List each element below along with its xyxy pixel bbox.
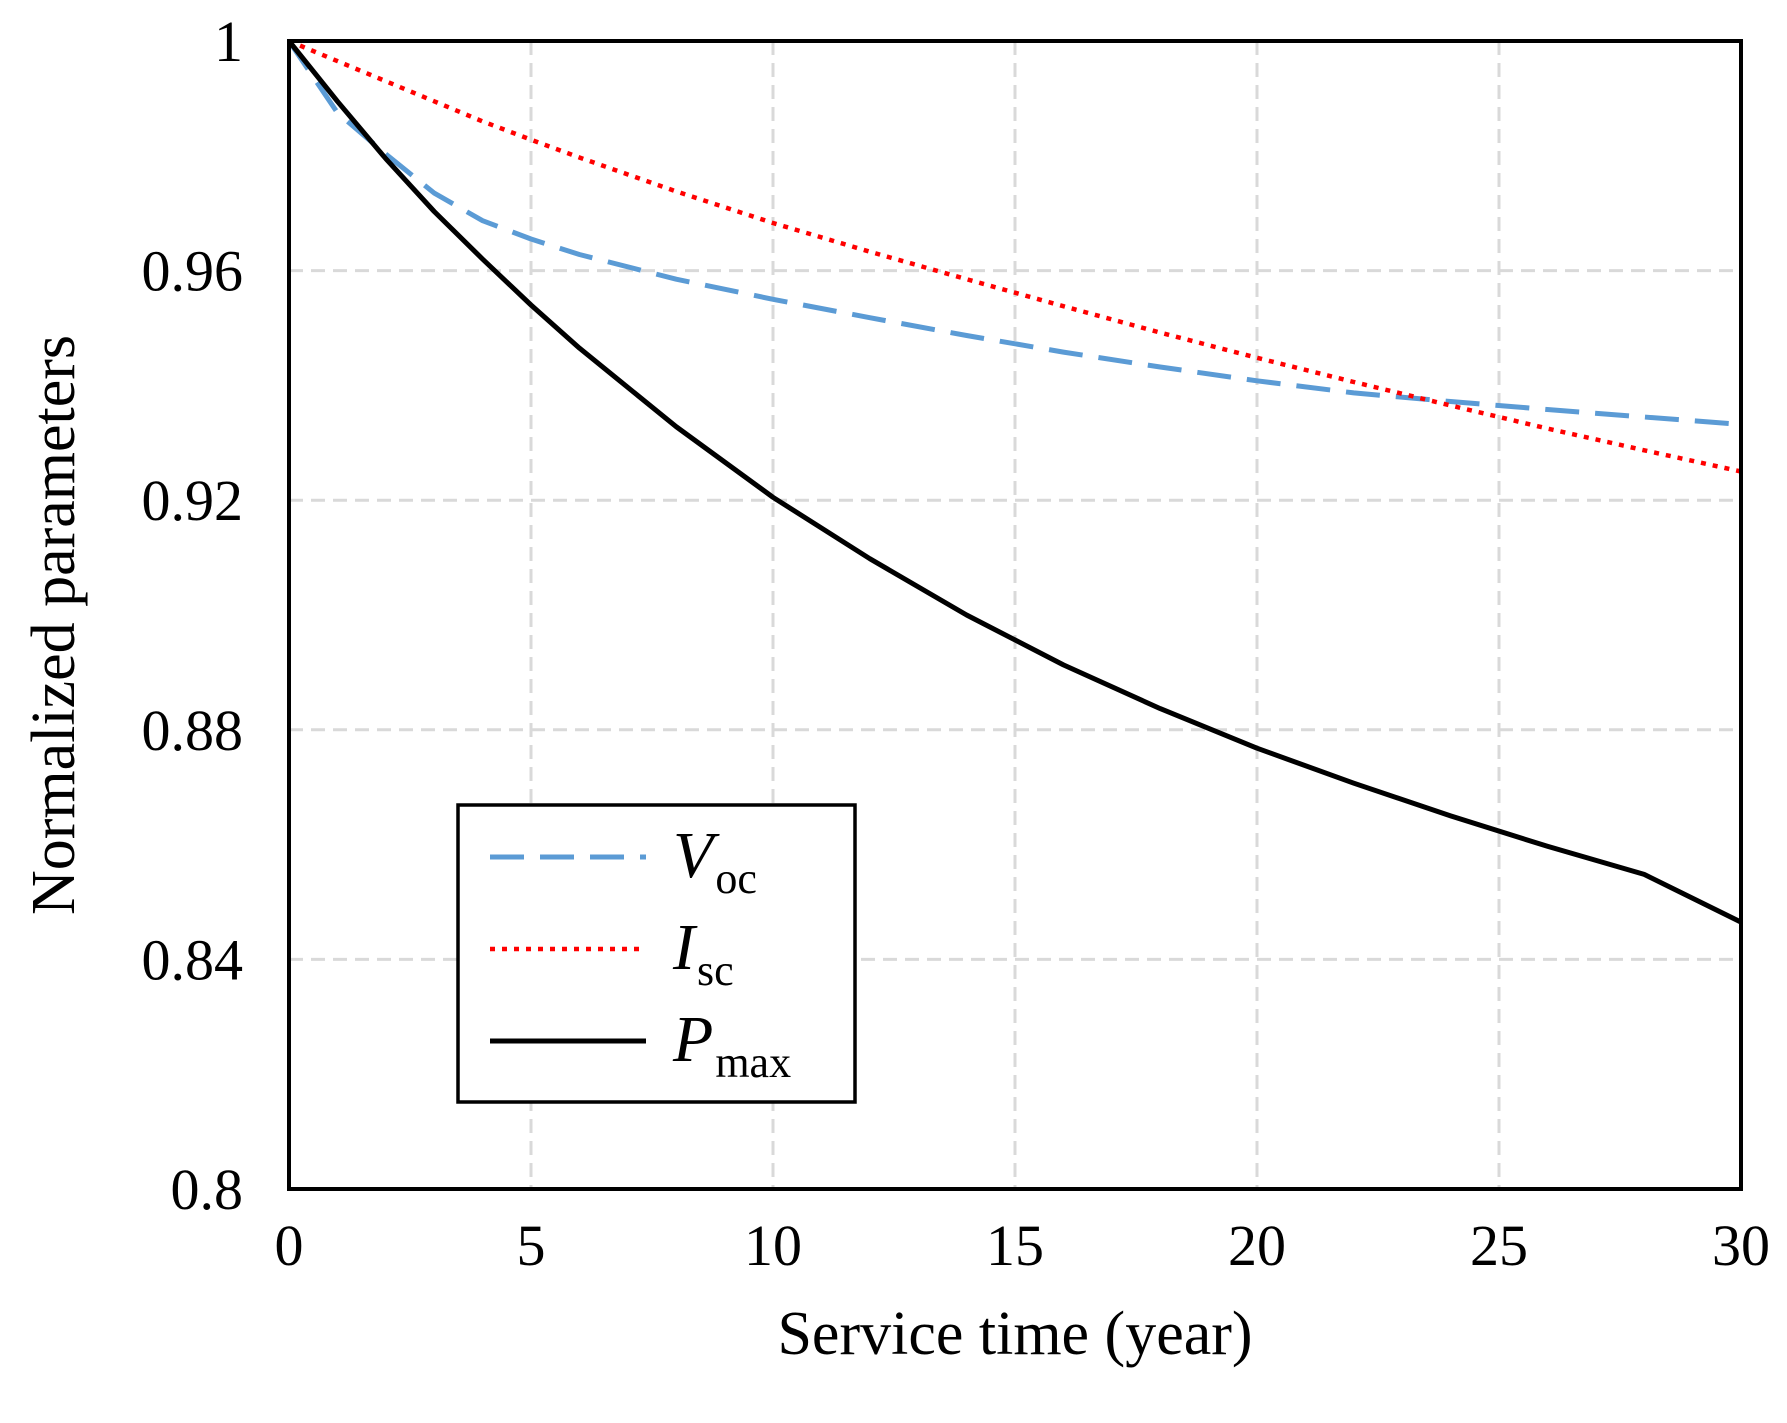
y-tick-label: 0.92 [142,468,244,533]
series-line-pmax [287,39,1743,925]
legend-label-sub: max [715,1038,791,1087]
y-axis-title: Normalized parameters [20,335,88,915]
legend-box [456,803,857,1104]
legend-label-main: P [672,1003,713,1076]
y-tick-label: 1 [214,9,243,74]
series-line-isc [288,38,1742,474]
legend-label-main: I [672,911,698,984]
y-tick-label: 0.8 [171,1157,244,1222]
y-tick-label: 0.88 [142,698,244,763]
legend: Voc Isc Pmax [456,803,857,1104]
legend-label-voc: Voc [673,819,757,903]
legend-label-main: V [673,819,720,892]
legend-label-isc: Isc [672,911,734,995]
x-tick-label: 25 [1470,1213,1528,1278]
x-tick-label: 10 [744,1213,802,1278]
plot-frame [287,39,1743,1191]
y-tick-labels: 0.8 0.84 0.88 0.92 0.96 1 [142,9,244,1222]
x-tick-labels: 0 5 10 15 20 25 30 [275,1213,1771,1278]
legend-label-pmax: Pmax [672,1003,791,1087]
y-tick-label: 0.96 [142,239,244,304]
x-tick-label: 20 [1228,1213,1286,1278]
series-line-voc [286,39,1742,427]
series-group [286,38,1743,925]
x-tick-label: 5 [517,1213,546,1278]
legend-label-sub: sc [697,946,734,995]
y-tick-label: 0.84 [142,927,244,992]
x-axis-title: Service time (year) [777,1300,1252,1368]
legend-label-sub: oc [715,854,757,903]
x-tick-label: 30 [1712,1213,1770,1278]
x-tick-label: 15 [986,1213,1044,1278]
x-tick-label: 0 [275,1213,304,1278]
